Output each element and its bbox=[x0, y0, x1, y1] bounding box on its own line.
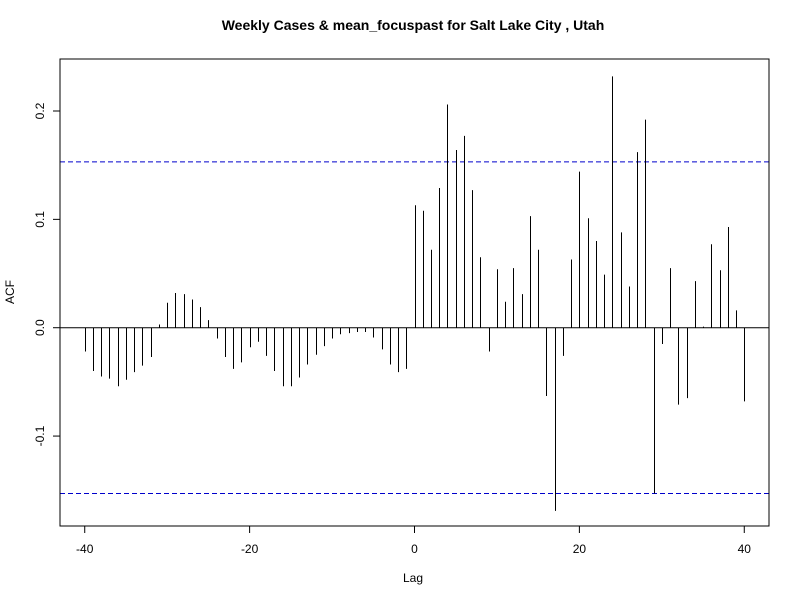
x-tick-label: 40 bbox=[738, 542, 752, 556]
plot-area bbox=[60, 76, 769, 511]
y-axis: -0.1 0.0 0.1 0.2 bbox=[33, 102, 60, 446]
y-tick-label: 0.0 bbox=[33, 319, 47, 336]
y-axis-label: ACF bbox=[3, 280, 17, 304]
y-tick-label: -0.1 bbox=[33, 425, 47, 446]
x-tick-label: 20 bbox=[573, 542, 587, 556]
chart-title: Weekly Cases & mean_focuspast for Salt L… bbox=[222, 17, 605, 33]
y-tick-label: 0.2 bbox=[33, 102, 47, 119]
x-axis-label: Lag bbox=[403, 571, 423, 585]
x-axis: -40 -20 0 20 40 bbox=[76, 526, 751, 556]
x-tick-label: -40 bbox=[76, 542, 94, 556]
y-tick-label: 0.1 bbox=[33, 211, 47, 228]
x-tick-label: 0 bbox=[411, 542, 418, 556]
x-tick-label: -20 bbox=[241, 542, 259, 556]
